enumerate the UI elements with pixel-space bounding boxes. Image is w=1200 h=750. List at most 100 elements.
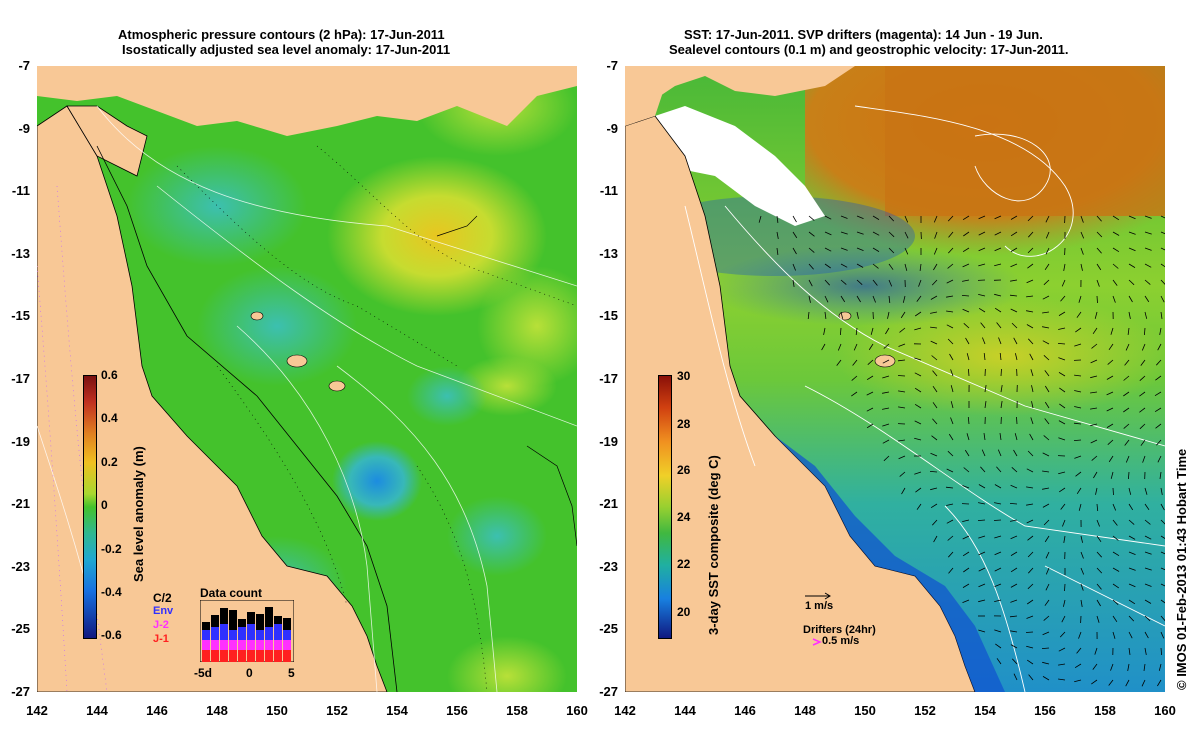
velocity-arrow: [946, 503, 954, 506]
data-count-bar: [256, 614, 264, 630]
data-count-bar: [211, 640, 219, 650]
velocity-arrow: [1139, 391, 1146, 397]
velocity-arrow: [994, 535, 1002, 539]
y-axis-tick-right: -25: [599, 621, 618, 637]
velocity-arrow: [1010, 519, 1018, 522]
velocity-arrow: [994, 293, 1002, 297]
velocity-arrow: [824, 231, 832, 236]
velocity-arrow: [1112, 231, 1120, 236]
velocity-arrow: [1000, 368, 1002, 377]
velocity-arrow: [1158, 663, 1162, 671]
velocity-arrow: [1128, 215, 1136, 220]
velocity-arrow: [1155, 423, 1162, 429]
velocity-arrow: [888, 247, 895, 254]
velocity-arrow: [1128, 279, 1135, 286]
velocity-arrow: [1090, 375, 1098, 379]
velocity-arrow: [1128, 487, 1132, 495]
velocity-arrow: [882, 359, 890, 364]
velocity-arrow: [994, 583, 1002, 587]
velocity-arrow: [1096, 615, 1100, 623]
velocity-arrow: [1060, 503, 1066, 510]
velocity-arrow: [1013, 337, 1018, 345]
velocity-arrow: [1044, 263, 1050, 271]
data-count-bar: [238, 619, 246, 627]
velocity-arrow: [1074, 679, 1082, 683]
data-count-legend-env: Env: [153, 605, 174, 617]
velocity-arrow: [1043, 519, 1050, 526]
velocity-arrow: [963, 231, 970, 237]
y-axis-tick-left: -17: [11, 371, 30, 386]
velocity-arrow: [1059, 403, 1066, 409]
velocity-arrow: [1075, 471, 1082, 477]
velocity-arrow: [1090, 423, 1098, 427]
velocity-arrow: [1144, 327, 1146, 336]
velocity-arrow: [932, 418, 938, 425]
data-count-bar: [256, 630, 264, 640]
velocity-arrow: [962, 247, 970, 253]
velocity-arrow: [1041, 647, 1050, 649]
x-axis-tick-left: 152: [326, 703, 348, 718]
velocity-arrow: [792, 231, 798, 239]
velocity-arrow: [978, 215, 986, 220]
velocity-arrow: [1027, 551, 1034, 558]
velocity-arrow: [914, 471, 922, 475]
data-count-bar: [283, 640, 291, 650]
y-axis-tick-left: -9: [18, 120, 30, 136]
velocity-arrow: [994, 231, 1002, 236]
velocity-arrow: [1112, 215, 1120, 221]
x-axis-tick-left: 154: [386, 703, 408, 718]
left-colorbar-tick: -0.2: [101, 542, 122, 556]
velocity-arrow: [1080, 583, 1084, 591]
velocity-arrow: [837, 343, 842, 351]
velocity-arrow: [1042, 452, 1050, 457]
velocity-arrow: [792, 215, 797, 223]
right-colorbar: [658, 375, 672, 639]
velocity-arrow: [1144, 311, 1148, 319]
velocity-arrow: [966, 353, 970, 361]
velocity-arrow: [887, 311, 890, 319]
velocity-arrow: [1010, 535, 1018, 540]
velocity-arrow: [856, 247, 864, 251]
velocity-arrow: [1128, 519, 1135, 525]
velocity-arrow: [996, 658, 1002, 665]
velocity-arrow: [1058, 420, 1066, 425]
velocity-arrow: [1125, 455, 1130, 463]
velocity-arrow: [998, 337, 1002, 345]
velocity-arrow: [1112, 487, 1114, 496]
velocity-arrow: [856, 263, 864, 268]
velocity-arrow: [994, 551, 1002, 556]
velocity-arrow: [853, 343, 858, 351]
velocity-arrow: [824, 279, 830, 286]
velocity-arrow: [1078, 295, 1082, 303]
velocity-arrow: [1026, 659, 1034, 665]
velocity-arrow: [1112, 551, 1120, 557]
velocity-arrow: [1128, 263, 1136, 268]
velocity-arrow: [1144, 615, 1151, 622]
velocity-arrow: [867, 359, 874, 365]
velocity-arrow: [1043, 615, 1050, 621]
velocity-arrow: [1063, 263, 1066, 271]
velocity-arrow: [978, 535, 986, 539]
velocity-arrow: [883, 343, 890, 349]
velocity-arrow: [996, 322, 1002, 329]
velocity-arrow: [836, 359, 842, 366]
velocity-arrow: [872, 295, 876, 303]
velocity-arrow: [965, 337, 970, 345]
velocity-arrow: [1160, 295, 1165, 303]
velocity-arrow: [981, 449, 986, 457]
velocity-arrow: [1042, 295, 1050, 300]
velocity-arrow: [1010, 551, 1018, 556]
right-colorbar-tick: 30: [677, 369, 691, 383]
velocity-arrow: [1096, 519, 1100, 527]
velocity-arrow: [1112, 279, 1118, 286]
velocity-arrow: [1128, 567, 1136, 571]
velocity-arrow: [882, 439, 890, 444]
velocity-arrow: [1078, 503, 1082, 511]
y-axis-tick-right: -21: [599, 496, 618, 512]
velocity-arrow: [1010, 279, 1018, 282]
data-count-bar: [229, 630, 237, 640]
velocity-arrow: [888, 231, 895, 238]
x-axis-tick-left: 156: [446, 703, 468, 718]
data-count-bar: [265, 640, 273, 650]
velocity-arrow: [872, 263, 879, 269]
